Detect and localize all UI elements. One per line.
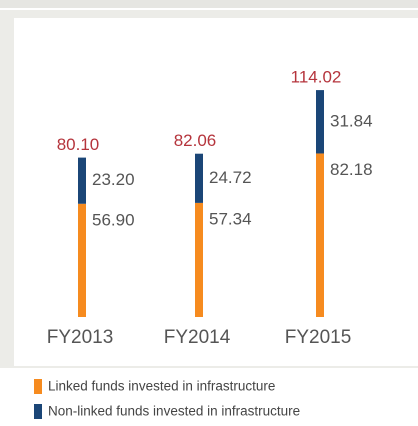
- bar-segment: [78, 203, 86, 317]
- bar-segment: [195, 202, 203, 317]
- value-label: 23.20: [92, 170, 135, 189]
- value-label: 31.84: [330, 111, 373, 130]
- value-label: 82.18: [330, 160, 373, 179]
- x-tick-label: FY2014: [164, 327, 231, 348]
- plot-area: [14, 18, 418, 366]
- x-tick-label: FY2013: [47, 327, 114, 348]
- total-label: 80.10: [57, 135, 100, 154]
- bar-segment: [316, 90, 324, 154]
- x-tick-label: FY2015: [285, 327, 352, 348]
- top-band: [0, 0, 418, 8]
- legend-label: Non-linked funds invested in infrastruct…: [48, 404, 300, 419]
- bar-segment: [316, 153, 324, 317]
- legend-swatch: [34, 379, 42, 394]
- total-label: 114.02: [291, 68, 342, 87]
- value-label: 24.72: [209, 168, 252, 187]
- legend-label: Linked funds invested in infrastructure: [48, 379, 275, 394]
- value-label: 57.34: [209, 209, 252, 228]
- bar-segment: [78, 157, 86, 204]
- total-label: 82.06: [174, 131, 217, 150]
- bar-segment: [195, 153, 203, 203]
- value-label: 56.90: [92, 210, 135, 229]
- legend-swatch: [34, 404, 42, 419]
